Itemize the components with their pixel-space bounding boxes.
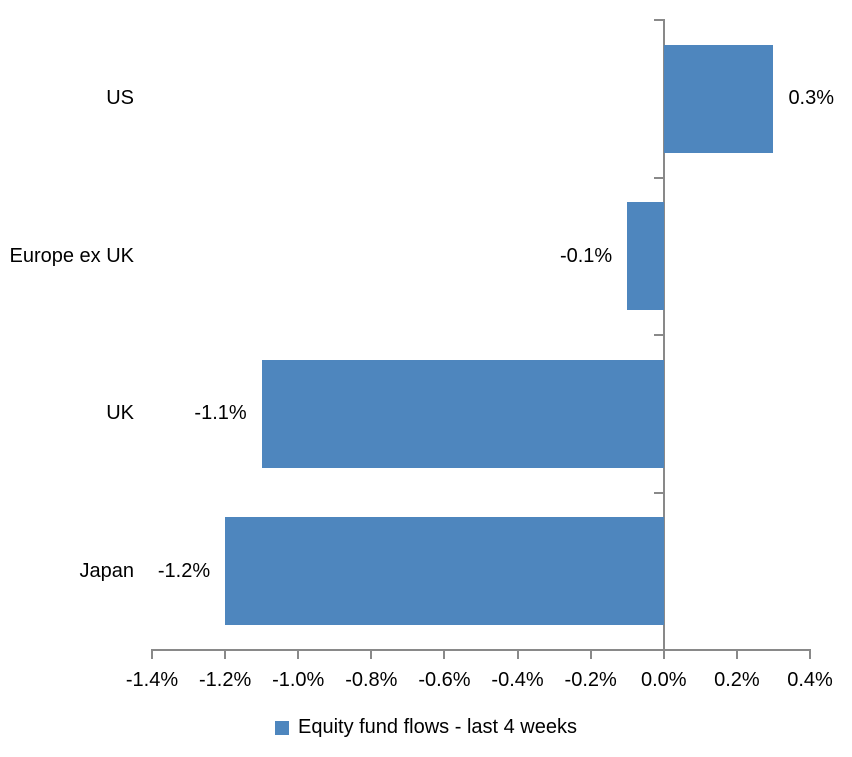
bar-value-label: -0.1% <box>559 244 613 267</box>
category-label: US <box>106 87 134 110</box>
y-axis-tick <box>653 19 664 21</box>
x-axis-tick <box>297 650 300 659</box>
bar <box>225 517 664 626</box>
x-axis-tick-label: 0.2% <box>714 669 760 691</box>
bar-value-label: 0.3% <box>788 87 835 110</box>
category-label: UK <box>106 402 134 425</box>
x-axis-tick <box>224 650 227 659</box>
x-axis-tick <box>516 650 519 659</box>
bar <box>261 359 664 468</box>
x-axis-tick-label: -0.6% <box>418 669 471 691</box>
legend: Equity fund flows - last 4 weeks <box>0 716 852 739</box>
legend-label: Equity fund flows - last 4 weeks <box>297 716 577 738</box>
y-axis-tick <box>653 649 664 651</box>
x-axis-tick-label: -0.2% <box>564 669 617 691</box>
y-axis-tick <box>653 491 664 494</box>
x-axis-tick-label: -1.0% <box>272 669 325 691</box>
y-axis-tick <box>653 334 664 336</box>
y-axis-line <box>662 19 665 650</box>
x-axis-tick <box>809 650 811 659</box>
bar <box>627 202 664 311</box>
legend-color-swatch <box>274 720 289 735</box>
x-axis-tick-label: -1.4% <box>125 669 179 691</box>
bar <box>663 44 774 153</box>
x-axis-tick <box>662 650 665 659</box>
x-axis-tick-label: -1.2% <box>198 669 252 691</box>
x-axis-tick-label: 0.4% <box>787 669 833 691</box>
bar-value-label: -1.1% <box>194 402 247 425</box>
x-axis-tick <box>443 650 446 659</box>
y-axis-tick <box>653 176 664 179</box>
x-axis-tick <box>735 650 738 659</box>
x-axis-line <box>151 649 811 651</box>
bar-value-label: -1.2% <box>157 559 211 582</box>
x-axis-tick <box>589 650 592 659</box>
x-axis-tick <box>370 650 373 659</box>
x-axis-tick-label: -0.4% <box>491 669 544 691</box>
x-axis-tick-label: 0.0% <box>640 669 687 691</box>
category-label: Japan <box>79 559 135 582</box>
category-label: Europe ex UK <box>9 244 134 267</box>
x-axis-tick-label: -0.8% <box>345 669 398 691</box>
x-axis-tick <box>151 650 153 659</box>
